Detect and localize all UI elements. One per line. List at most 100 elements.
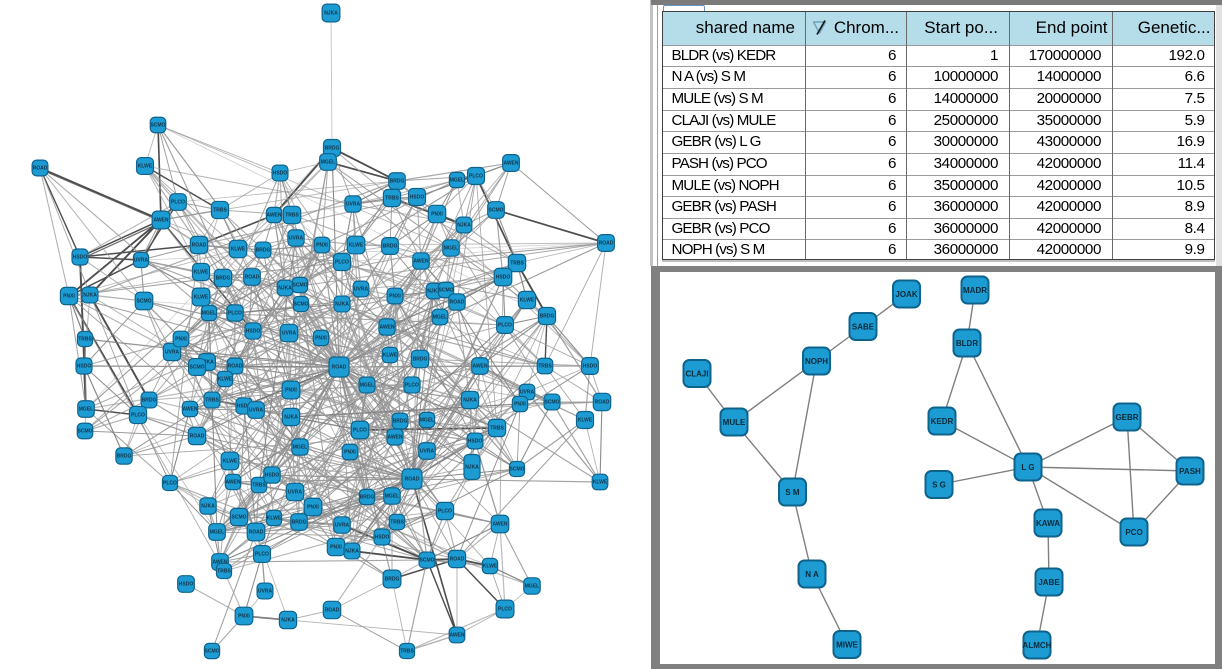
svg-text:AWEN: AWEN <box>414 259 429 265</box>
svg-text:AWEN: AWEN <box>154 218 169 224</box>
svg-text:NJKA: NJKA <box>324 11 338 17</box>
svg-text:NJKA: NJKA <box>200 360 214 366</box>
svg-text:BRDG: BRDG <box>142 398 157 404</box>
svg-text:KLWE: KLWE <box>194 270 209 276</box>
svg-text:NJKA: NJKA <box>457 223 471 229</box>
svg-text:BRDG: BRDG <box>117 454 132 460</box>
svg-text:HSDO: HSDO <box>73 255 88 261</box>
svg-text:UVRA: UVRA <box>420 449 435 455</box>
svg-text:HSDO: HSDO <box>375 535 390 541</box>
svg-text:JOAK: JOAK <box>895 290 917 299</box>
svg-text:UVRA: UVRA <box>354 287 369 293</box>
svg-text:JABE: JABE <box>1038 578 1060 587</box>
svg-text:KLWE: KLWE <box>194 295 209 301</box>
svg-text:NJKA: NJKA <box>427 289 441 295</box>
svg-text:PASH: PASH <box>1179 467 1201 476</box>
svg-text:KLWE: KLWE <box>223 459 238 465</box>
svg-text:SCMO: SCMO <box>78 429 93 435</box>
svg-text:MGEL: MGEL <box>360 383 374 389</box>
svg-text:ROAD: ROAD <box>332 365 347 371</box>
svg-text:UVRA: UVRA <box>335 523 350 529</box>
svg-text:KLWE: KLWE <box>520 298 535 304</box>
svg-text:SCMO: SCMO <box>294 302 309 308</box>
svg-text:PCO: PCO <box>1125 528 1142 537</box>
svg-text:PNXI: PNXI <box>315 336 327 342</box>
svg-text:BRDG: BRDG <box>393 419 408 425</box>
svg-text:ROAD: ROAD <box>405 477 420 483</box>
svg-text:BRDG: BRDG <box>325 146 340 152</box>
svg-text:ROAD: ROAD <box>450 300 465 306</box>
svg-text:PLCO: PLCO <box>353 428 367 434</box>
svg-text:HSDO: HSDO <box>410 195 425 201</box>
svg-text:AWEN: AWEN <box>183 407 198 413</box>
svg-text:UVRA: UVRA <box>134 258 149 264</box>
svg-text:PNXI: PNXI <box>316 243 328 249</box>
svg-text:KLWE: KLWE <box>138 164 153 170</box>
svg-text:NJKA: NJKA <box>284 415 298 421</box>
svg-text:KLWE: KLWE <box>231 247 246 253</box>
svg-text:PLCO: PLCO <box>469 174 483 180</box>
svg-text:TRBS: TRBS <box>510 261 524 267</box>
svg-text:PNXI: PNXI <box>63 294 75 300</box>
svg-text:MIWE: MIWE <box>836 641 858 650</box>
svg-text:PLCO: PLCO <box>498 607 512 613</box>
svg-text:ROAD: ROAD <box>595 400 610 406</box>
svg-text:MGEL: MGEL <box>202 311 216 317</box>
svg-text:KLWE: KLWE <box>483 564 498 570</box>
svg-text:NJKA: NJKA <box>465 465 479 471</box>
svg-text:SABE: SABE <box>852 323 875 332</box>
svg-text:PLCO: PLCO <box>163 481 177 487</box>
svg-text:HSDO: HSDO <box>246 329 261 335</box>
svg-text:AWEN: AWEN <box>380 325 395 331</box>
svg-text:UVRA: UVRA <box>165 350 180 356</box>
svg-text:MGEL: MGEL <box>525 584 539 590</box>
svg-text:NJKA: NJKA <box>463 398 477 404</box>
svg-text:MGEL: MGEL <box>450 178 464 184</box>
svg-text:PNXI: PNXI <box>175 337 187 343</box>
svg-text:AWEN: AWEN <box>388 435 403 441</box>
svg-text:ROAD: ROAD <box>33 166 48 172</box>
svg-text:HSDO: HSDO <box>468 439 483 445</box>
svg-text:UVRA: UVRA <box>249 408 264 414</box>
svg-text:PLCO: PLCO <box>405 383 419 389</box>
svg-text:SCMO: SCMO <box>151 123 166 129</box>
svg-text:PNXI: PNXI <box>307 505 319 511</box>
svg-text:SCMO: SCMO <box>420 558 435 564</box>
svg-text:UVRA: UVRA <box>258 589 273 595</box>
svg-text:NJKA: NJKA <box>278 286 292 292</box>
svg-text:KLWE: KLWE <box>218 377 233 383</box>
svg-text:SCMO: SCMO <box>510 467 525 473</box>
svg-text:ROAD: ROAD <box>249 530 264 536</box>
svg-text:UVRA: UVRA <box>288 490 303 496</box>
svg-text:PNXI: PNXI <box>285 388 297 394</box>
svg-text:KLWE: KLWE <box>267 516 282 522</box>
svg-text:PNXI: PNXI <box>514 402 526 408</box>
svg-text:AWEN: AWEN <box>450 633 465 639</box>
svg-text:BRDG: BRDG <box>383 244 398 250</box>
svg-text:BRDG: BRDG <box>216 276 231 282</box>
svg-text:NJKA: NJKA <box>281 618 295 624</box>
svg-text:ROAD: ROAD <box>228 364 243 370</box>
svg-text:NJKA: NJKA <box>201 504 215 510</box>
svg-text:MULE: MULE <box>723 418 746 427</box>
svg-text:TRBS: TRBS <box>78 337 92 343</box>
svg-text:ROAD: ROAD <box>192 243 207 249</box>
svg-text:TRBS: TRBS <box>390 520 404 526</box>
svg-text:PNXI: PNXI <box>238 614 250 620</box>
svg-text:PLCO: PLCO <box>228 311 242 317</box>
svg-text:PLCO: PLCO <box>171 200 185 206</box>
svg-text:TRBS: TRBS <box>285 213 299 219</box>
svg-text:SCMO: SCMO <box>439 288 454 294</box>
svg-text:ROAD: ROAD <box>190 434 205 440</box>
svg-text:PLCO: PLCO <box>255 552 269 558</box>
svg-text:KLWE: KLWE <box>593 480 608 486</box>
svg-text:MGEL: MGEL <box>79 407 93 413</box>
svg-text:HSDO: HSDO <box>77 364 92 370</box>
svg-text:MGEL: MGEL <box>385 494 399 500</box>
svg-text:BRDG: BRDG <box>292 520 307 526</box>
svg-text:UVRA: UVRA <box>289 236 304 242</box>
svg-text:SCMO: SCMO <box>205 649 220 655</box>
svg-text:NJKA: NJKA <box>345 549 359 555</box>
svg-text:SCMO: SCMO <box>190 365 205 371</box>
svg-text:PLCO: PLCO <box>498 323 512 329</box>
